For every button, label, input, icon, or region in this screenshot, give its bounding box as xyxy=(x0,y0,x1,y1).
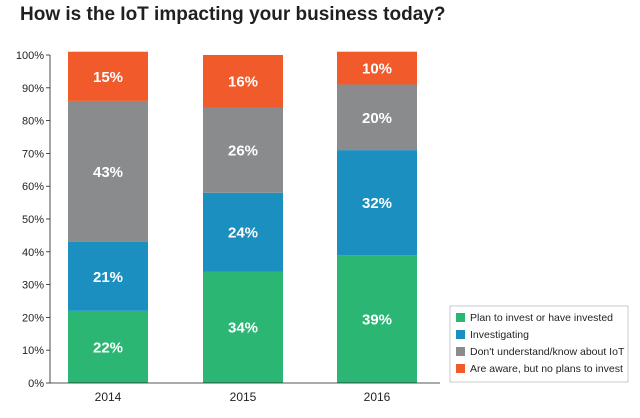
legend-label: Plan to invest or have invested xyxy=(470,312,613,324)
y-tick-label: 60% xyxy=(22,181,44,193)
legend-swatch xyxy=(456,313,465,322)
legend-swatch xyxy=(456,347,465,356)
y-tick-label: 10% xyxy=(22,345,44,357)
bars xyxy=(68,51,417,383)
data-label: 10% xyxy=(362,61,392,78)
x-tick-label: 2016 xyxy=(364,390,391,404)
bar-segment xyxy=(68,51,148,101)
bar-segment xyxy=(68,310,148,383)
y-tick-label: 50% xyxy=(22,214,44,226)
legend-swatch xyxy=(456,330,465,339)
data-label: 15% xyxy=(93,69,123,86)
data-label: 22% xyxy=(93,339,123,356)
x-tick-label: 2015 xyxy=(230,390,257,404)
bar-segment xyxy=(203,192,283,272)
bar-segment xyxy=(203,107,283,193)
bar-segment xyxy=(68,100,148,242)
data-labels: 22% 21% 43% 15% 34% 24% 26% 16% 39% 32% 20% 10% xyxy=(93,61,392,357)
y-tick-label: 80% xyxy=(22,116,44,128)
data-label: 34% xyxy=(228,320,258,337)
bar-segment xyxy=(337,51,417,85)
legend-label: Are aware, but no plans to invest xyxy=(470,363,623,375)
y-tick-label: 40% xyxy=(22,247,44,259)
y-tick-label: 100% xyxy=(16,50,44,62)
y-tick-label: 90% xyxy=(22,83,44,95)
legend-box xyxy=(449,305,629,383)
bar-segment xyxy=(337,255,417,383)
legend-label: Don't understand/know about IoT xyxy=(470,346,625,358)
bar-segment xyxy=(203,271,283,383)
x-axis: 2014 2015 2016 xyxy=(50,382,440,404)
data-label: 20% xyxy=(362,110,392,127)
data-label: 39% xyxy=(362,312,392,329)
y-tick-label: 30% xyxy=(22,280,44,292)
data-label: 24% xyxy=(228,225,258,242)
data-label: 43% xyxy=(93,164,123,181)
y-tick-label: 70% xyxy=(22,148,44,160)
legend-label: Investigating xyxy=(470,329,529,341)
data-label: 16% xyxy=(228,74,258,91)
bar-segment xyxy=(203,55,283,108)
bar-segment xyxy=(68,241,148,311)
y-tick-label: 20% xyxy=(22,312,44,324)
x-tick-label: 2014 xyxy=(95,390,122,404)
y-axis: 0% 10% 20% 30% 40% 50% 60% 70% 80% 90% 100% xyxy=(16,50,51,390)
bar-segment xyxy=(337,150,417,256)
data-label: 26% xyxy=(228,143,258,160)
legend: Plan to invest or have invested Investiga… xyxy=(449,305,629,383)
chart-title: How is the IoT impacting your business t… xyxy=(20,4,446,25)
bar-segment xyxy=(337,84,417,151)
data-label: 21% xyxy=(93,269,123,286)
data-label: 32% xyxy=(362,195,392,212)
legend-swatch xyxy=(456,364,465,373)
y-tick-label: 0% xyxy=(28,378,44,390)
